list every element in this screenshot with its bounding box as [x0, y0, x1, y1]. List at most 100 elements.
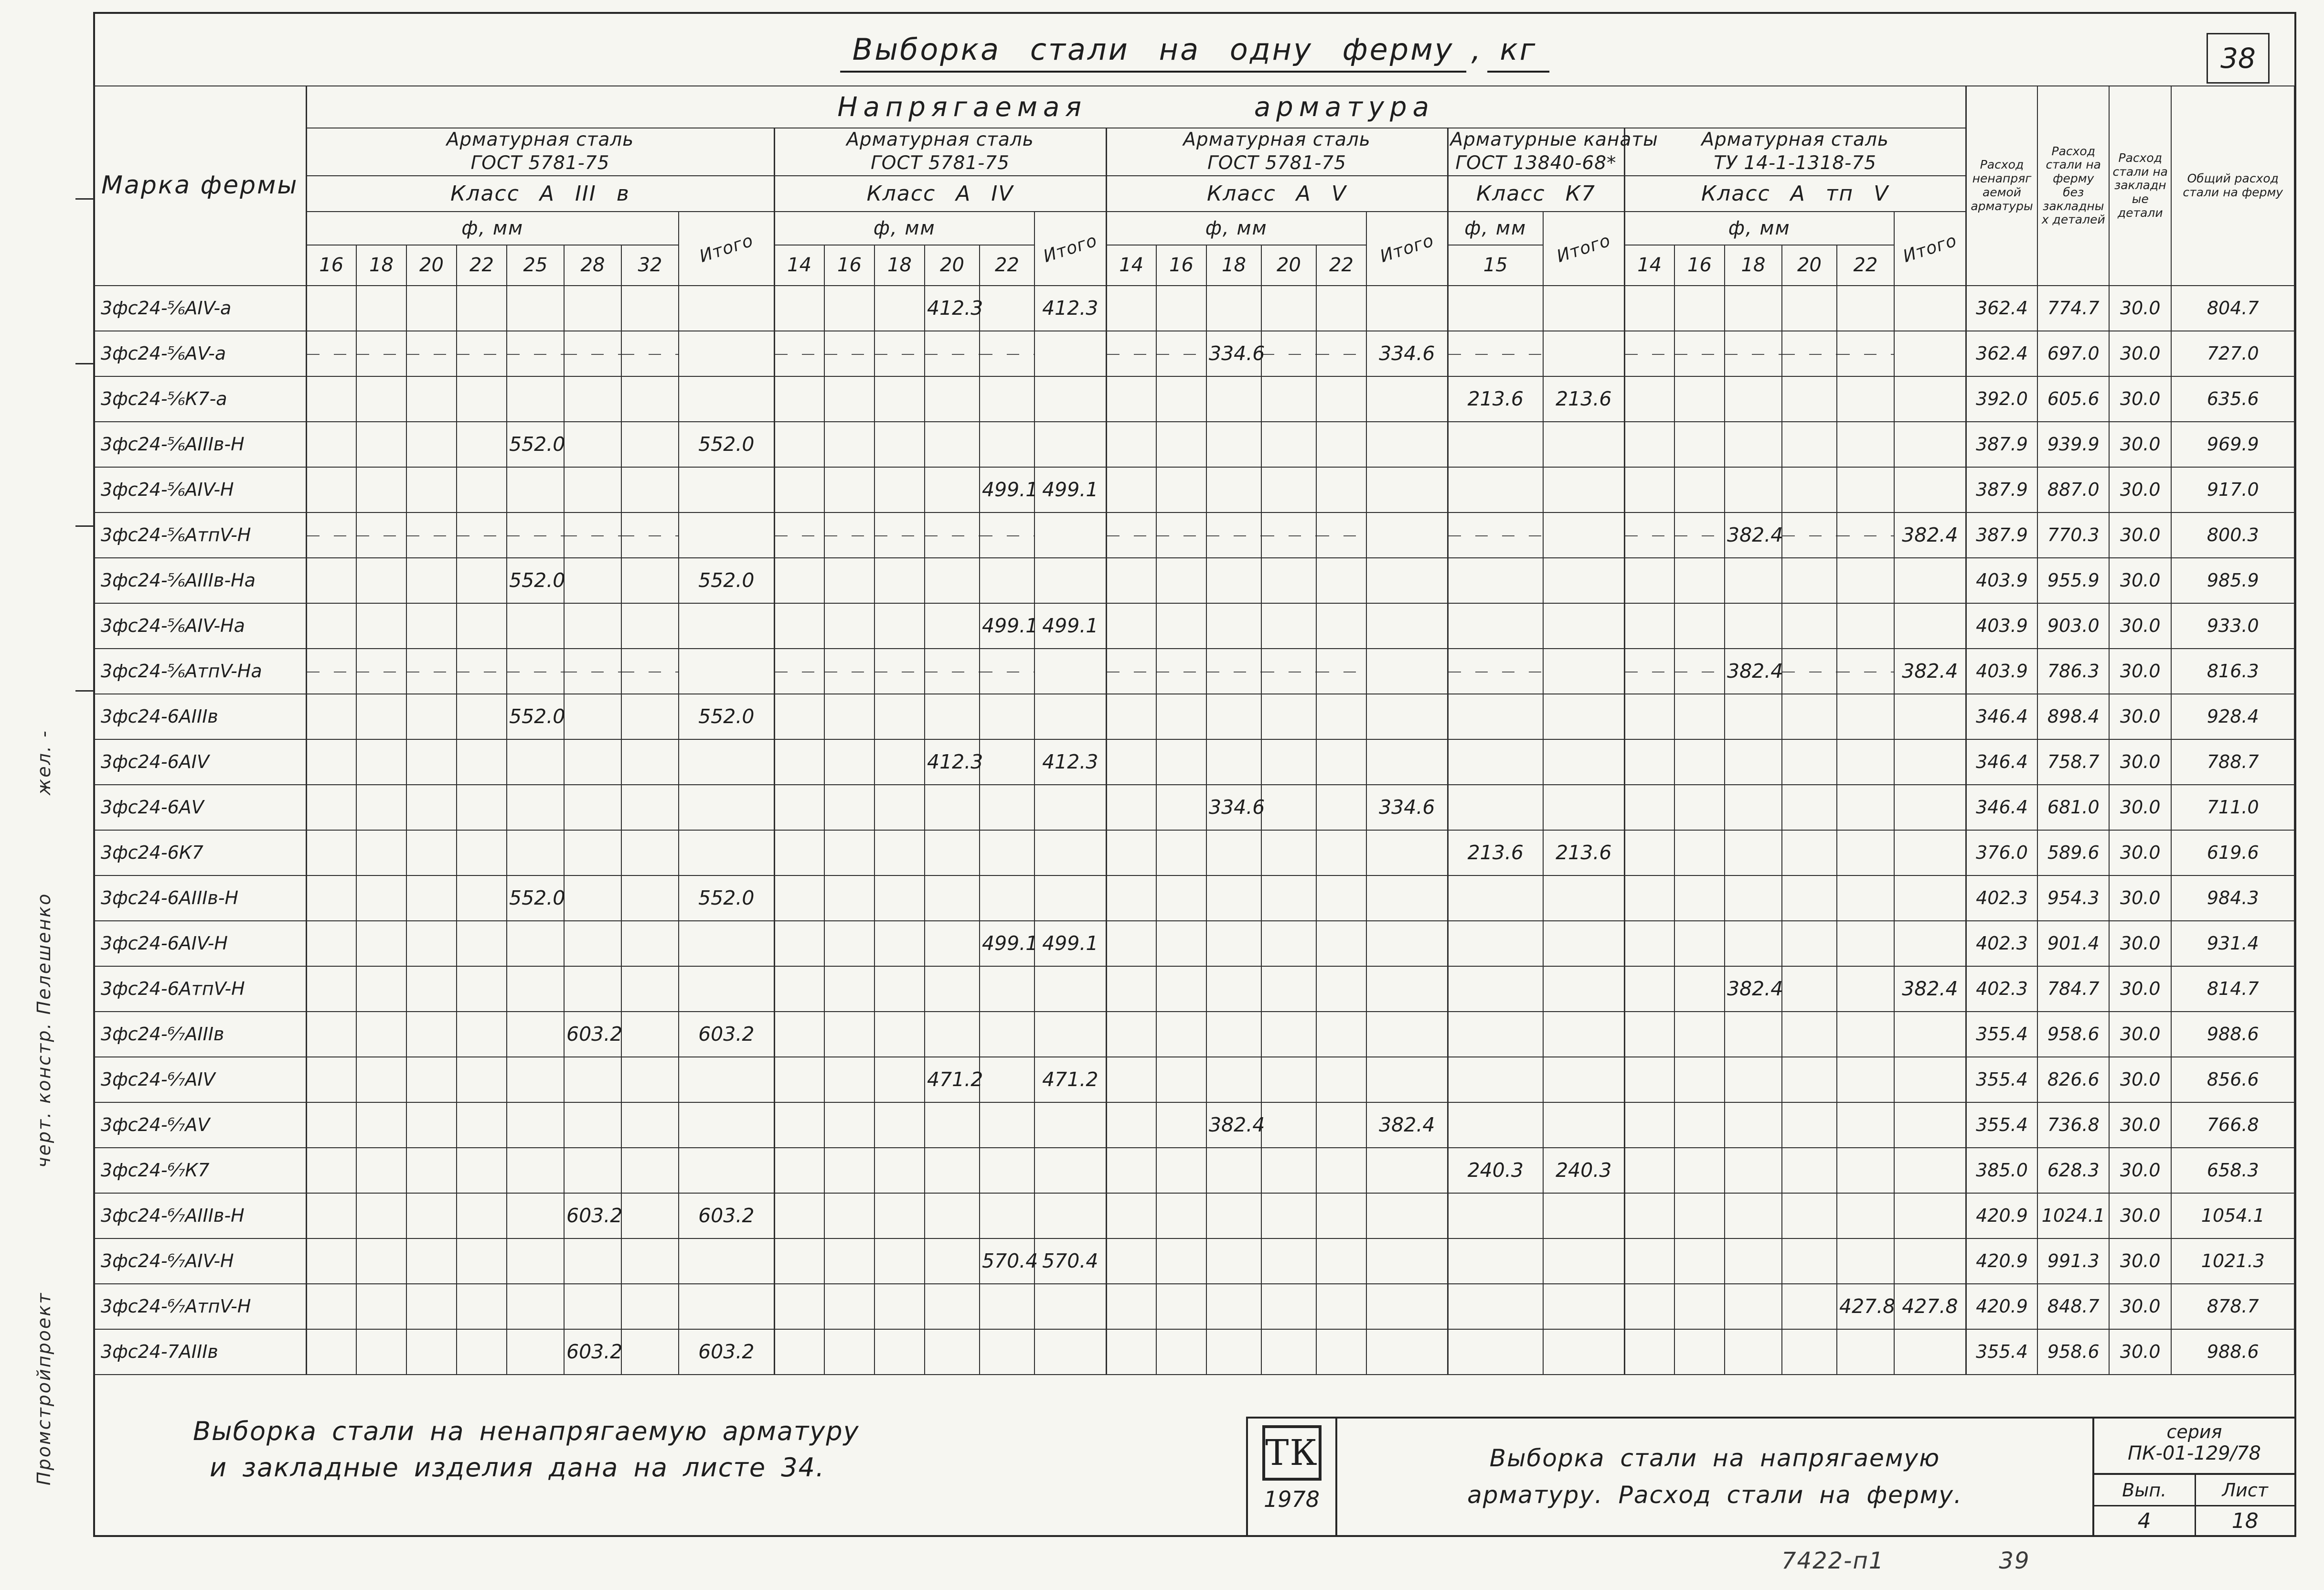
- cell-consumption-0: 420.9: [1965, 1238, 2038, 1284]
- cell-a4_t: [1034, 1283, 1107, 1330]
- cell-a5_14: [1106, 466, 1157, 513]
- cell-consumption-2: 30.0: [2109, 829, 2172, 876]
- cell-a3_20: [406, 1011, 457, 1057]
- bottom-stamp: 7422-п1 39: [1781, 1547, 2030, 1574]
- cell-a3_28: [564, 557, 622, 604]
- cell-a5_18: [1206, 1192, 1262, 1239]
- cell-consumption-3: 1021.3: [2171, 1238, 2295, 1284]
- cell-a4_16: [824, 557, 875, 604]
- cell-a3_25: [506, 285, 565, 331]
- cell-k7_15: 213.6: [1447, 375, 1544, 422]
- cell-a5_t: [1366, 1056, 1449, 1103]
- diameter-3-15: 15: [1447, 244, 1544, 286]
- cell-a4_22: [979, 330, 1035, 377]
- table-row: 3фс24-⁶⁄₇АIV 471.2 471.2 355.4 826.6 30.0 856.…: [93, 1056, 2295, 1103]
- cell-atp_t: [1893, 875, 1967, 921]
- cell-consumption-0: 402.3: [1965, 875, 2038, 921]
- cell-a4_22: [979, 557, 1035, 604]
- cell-a4_22: [979, 784, 1035, 831]
- cell-a3_28: [564, 330, 622, 377]
- cell-atp_14: [1624, 285, 1675, 331]
- cell-k7_t: [1543, 1056, 1625, 1103]
- table-row: 3фс24-6АIV-Н 499.1 499.1 402.3 901.4 30.0 931.…: [93, 920, 2295, 967]
- cell-consumption-1: 697.0: [2037, 330, 2110, 377]
- cell-a3_32: [621, 693, 679, 740]
- cell-a3_28: [564, 1147, 622, 1194]
- cell-a4_20: [924, 1011, 980, 1057]
- cell-a4_20: 412.3: [924, 285, 983, 331]
- cell-a3_32: [621, 648, 679, 694]
- cell-a5_22: [1316, 1283, 1367, 1330]
- cell-a4_20: [924, 1328, 980, 1375]
- cell-atp_18: [1724, 829, 1782, 876]
- cell-k7_t: [1543, 965, 1625, 1012]
- diameter-label-k7: ф, мм: [1447, 211, 1544, 245]
- cell-a4_18: [874, 1011, 925, 1057]
- cell-k7_15: [1447, 330, 1544, 377]
- cell-a5_20: [1261, 557, 1317, 604]
- cell-a3_22: [456, 648, 507, 694]
- cell-a3_t: [678, 1101, 775, 1148]
- cell-a3_32: [621, 965, 679, 1012]
- cell-a4_16: [824, 1101, 875, 1148]
- cell-consumption-0: 403.9: [1965, 648, 2038, 694]
- cell-a3_16: [306, 1056, 357, 1103]
- cell-consumption-2: 30.0: [2109, 920, 2172, 967]
- cell-atp_t: [1893, 1147, 1967, 1194]
- cell-consumption-2: 30.0: [2109, 375, 2172, 422]
- cell-a3_28: [564, 965, 622, 1012]
- cell-a5_20: [1261, 421, 1317, 468]
- cell-atp_14: [1624, 693, 1675, 740]
- cell-a3_25: [506, 1101, 565, 1148]
- row-mark: 3фс24-6АIV-Н: [93, 920, 307, 967]
- cell-a3_20: [406, 738, 457, 785]
- cell-a5_14: [1106, 1328, 1157, 1375]
- cell-consumption-1: 605.6: [2037, 375, 2110, 422]
- cell-atp_20: [1781, 375, 1837, 422]
- cell-a3_16: [306, 1238, 357, 1284]
- cell-a4_t: [1034, 784, 1107, 831]
- cell-a3_32: [621, 1283, 679, 1330]
- cell-atp_14: [1624, 330, 1675, 377]
- cell-a3_20: [406, 1238, 457, 1284]
- cell-k7_t: [1543, 557, 1625, 604]
- cell-a5_18: [1206, 1147, 1262, 1194]
- table-row: 3фс24-⁵⁄₆АIIIв-Н 552.0 552.0 387.9 939.9 30.0…: [93, 421, 2295, 468]
- cell-consumption-3: 988.6: [2171, 1011, 2295, 1057]
- cell-a5_t: [1366, 829, 1449, 876]
- table-row: 3фс24-⁵⁄₆АV-а 334.6 334.6 362.4 697.0 30.0 727…: [93, 330, 2295, 377]
- row-mark: 3фс24-6АтпV-Н: [93, 965, 307, 1012]
- cell-consumption-2: 30.0: [2109, 1283, 2172, 1330]
- cell-a4_14: [774, 466, 825, 513]
- cell-atp_14: [1624, 1328, 1675, 1375]
- cell-k7_15: [1447, 1283, 1544, 1330]
- row-mark: 3фс24-⁶⁄₇АIIIв: [93, 1011, 307, 1057]
- cell-a4_14: [774, 285, 825, 331]
- table-row: 3фс24-⁶⁄₇АIIIв-Н 603.2 603.2 420.9 1024.1 30.…: [93, 1192, 2295, 1239]
- cell-atp_14: [1624, 1147, 1675, 1194]
- cell-a3_22: [456, 1101, 507, 1148]
- cell-a3_18: [356, 1283, 407, 1330]
- cell-consumption-0: 402.3: [1965, 920, 2038, 967]
- cell-a3_20: [406, 1056, 457, 1103]
- cell-a5_t: [1366, 693, 1449, 740]
- cell-atp_16: [1674, 466, 1725, 513]
- cell-consumption-1: 954.3: [2037, 875, 2110, 921]
- cell-a4_14: [774, 738, 825, 785]
- row-mark: 3фс24-⁶⁄₇АV: [93, 1101, 307, 1148]
- cell-consumption-2: 30.0: [2109, 285, 2172, 331]
- diameter-4-18: 18: [1724, 244, 1782, 286]
- cell-consumption-2: 30.0: [2109, 693, 2172, 740]
- cell-a3_20: [406, 829, 457, 876]
- cell-consumption-0: 420.9: [1965, 1192, 2038, 1239]
- cell-a5_t: [1366, 512, 1449, 558]
- cell-a3_22: [456, 1011, 507, 1057]
- cell-a3_25: [506, 648, 565, 694]
- cell-a3_t: 552.0: [678, 875, 775, 921]
- cell-a3_25: [506, 375, 565, 422]
- cell-atp_18: [1724, 375, 1782, 422]
- margin-tick: [75, 525, 95, 527]
- cell-a3_t: [678, 738, 775, 785]
- cell-atp_20: [1781, 330, 1837, 377]
- cell-a4_14: [774, 1101, 825, 1148]
